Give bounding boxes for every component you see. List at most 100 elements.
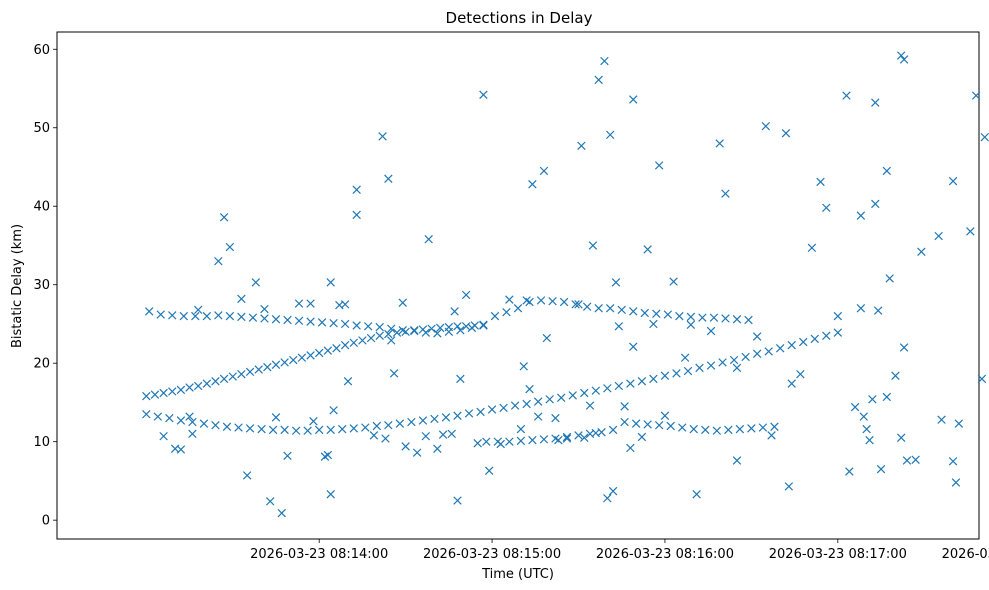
data-point <box>280 358 289 367</box>
data-point <box>620 402 629 411</box>
data-point <box>775 344 785 353</box>
data-point <box>340 300 350 309</box>
data-point <box>144 307 154 316</box>
data-point <box>268 425 278 435</box>
data-point <box>168 311 177 320</box>
data-point <box>859 412 868 421</box>
data-point <box>896 51 906 60</box>
data-point <box>237 294 246 304</box>
data-point <box>744 315 753 325</box>
data-point <box>484 466 494 475</box>
data-point <box>424 234 433 244</box>
data-point <box>683 366 693 376</box>
data-point <box>265 497 275 506</box>
data-point <box>502 307 511 317</box>
data-point <box>721 314 730 323</box>
data-point <box>954 419 964 428</box>
data-point <box>680 353 690 362</box>
data-point <box>548 296 557 306</box>
data-point <box>271 360 281 369</box>
data-point <box>654 161 664 170</box>
data-point <box>787 379 796 388</box>
data-point <box>533 412 543 421</box>
data-point <box>937 415 946 424</box>
data-point <box>729 355 739 365</box>
data-point <box>453 411 462 421</box>
data-point <box>453 496 462 505</box>
x-tick-label: 2026-03-23 08:17:00 <box>769 547 907 562</box>
data-point <box>896 433 906 442</box>
data-point <box>911 455 920 464</box>
data-point <box>150 390 160 399</box>
data-point <box>387 324 396 333</box>
data-point <box>332 344 341 353</box>
data-point <box>237 369 246 379</box>
data-point <box>580 388 589 398</box>
data-point <box>369 431 379 440</box>
data-point <box>372 421 382 431</box>
data-point <box>191 311 200 321</box>
data-point <box>476 407 485 417</box>
data-point <box>678 423 687 432</box>
data-point <box>692 490 701 499</box>
data-point <box>574 300 583 309</box>
data-point <box>473 439 482 448</box>
data-point <box>329 406 338 415</box>
data-point <box>577 141 586 151</box>
data-point <box>660 371 670 380</box>
data-point <box>591 428 601 438</box>
data-point <box>314 425 324 435</box>
data-point <box>631 419 641 428</box>
data-point <box>479 90 488 100</box>
data-point <box>211 420 220 430</box>
data-point <box>352 210 361 220</box>
data-point <box>850 402 860 412</box>
data-point <box>799 337 808 347</box>
data-point <box>796 369 805 379</box>
data-point <box>626 379 635 388</box>
data-point <box>464 409 474 418</box>
data-point <box>637 377 647 386</box>
data-point <box>219 212 229 222</box>
data-point <box>427 324 436 333</box>
data-point <box>686 320 696 329</box>
data-point <box>637 432 647 442</box>
data-point <box>605 304 615 313</box>
data-point <box>490 311 500 321</box>
data-point <box>366 333 376 343</box>
data-point <box>280 425 289 435</box>
data-point <box>248 313 258 322</box>
data-point <box>822 331 831 340</box>
x-tick-label: 2026-03-23 08:15:00 <box>423 547 561 562</box>
data-point <box>845 467 854 476</box>
data-point <box>142 391 151 401</box>
data-point <box>588 241 598 250</box>
data-point <box>260 314 269 323</box>
data-point <box>701 425 710 435</box>
data-point <box>654 420 664 430</box>
data-point <box>482 437 491 446</box>
data-point <box>582 302 592 311</box>
data-point <box>617 305 626 315</box>
data-point <box>724 425 733 435</box>
data-point <box>257 424 266 434</box>
data-point <box>591 386 601 395</box>
x-axis: 2026-03-23 08:14:00 2026-03-23 08:15:00 20… <box>250 539 989 562</box>
data-point <box>323 346 333 355</box>
data-point <box>525 297 534 307</box>
data-point <box>159 431 168 441</box>
data-point <box>340 340 350 350</box>
data-point <box>833 328 843 337</box>
data-point <box>810 334 819 344</box>
data-point <box>271 413 281 422</box>
data-point <box>629 95 638 104</box>
data-point <box>263 362 272 372</box>
data-point <box>556 393 566 402</box>
data-point <box>447 429 456 439</box>
data-point <box>260 304 269 314</box>
data-point <box>732 363 742 373</box>
data-point <box>513 304 523 313</box>
data-point <box>153 412 163 421</box>
data-point <box>554 435 563 445</box>
data-point <box>525 384 534 394</box>
